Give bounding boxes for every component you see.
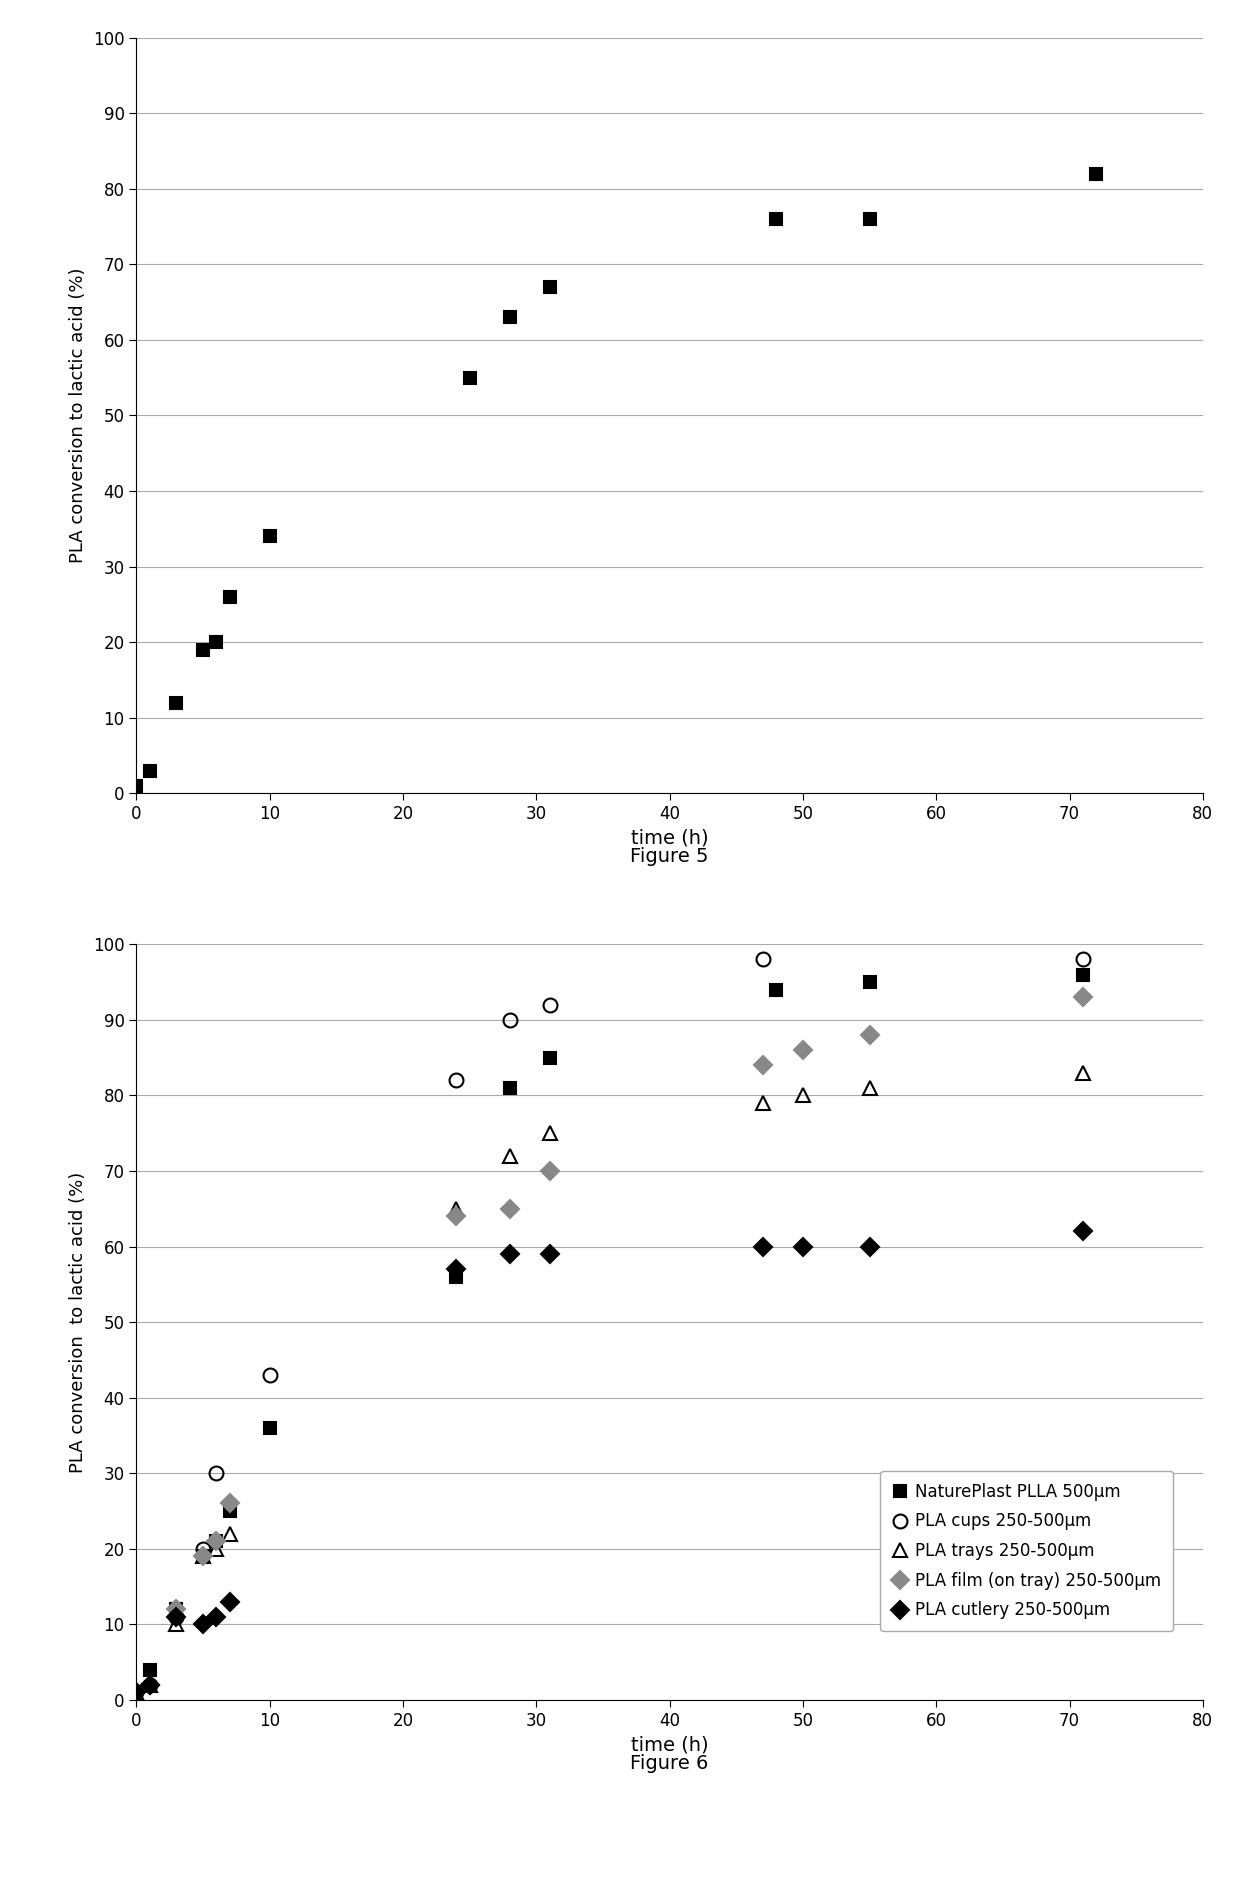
PLA film (on tray) 250-500μm (795, 1039, 810, 1062)
Line: PLA trays 250-500μm: PLA trays 250-500μm (129, 1066, 1090, 1699)
PLA cups 250-500μm (502, 1009, 517, 1032)
NaturePlast PLLA 500μm (449, 1266, 464, 1288)
PLA trays 250-500μm (196, 1545, 211, 1567)
NaturePlast PLLA 500μm (769, 979, 784, 1001)
PLA trays 250-500μm (1075, 1062, 1090, 1084)
X-axis label: time (h): time (h) (631, 828, 708, 847)
PLA film (on tray) 250-500μm (196, 1545, 211, 1567)
PLA cutlery 250-500μm (222, 1590, 237, 1613)
PLA cups 250-500μm (169, 1605, 184, 1628)
PLA trays 250-500μm (542, 1122, 557, 1145)
PLA film (on tray) 250-500μm (449, 1205, 464, 1228)
PLA trays 250-500μm (169, 1613, 184, 1635)
PLA film (on tray) 250-500μm (542, 1160, 557, 1183)
NaturePlast PLLA 500μm (1075, 964, 1090, 986)
PLA cups 250-500μm (129, 1680, 144, 1703)
PLA trays 250-500μm (795, 1084, 810, 1107)
Y-axis label: PLA conversion  to lactic acid (%): PLA conversion to lactic acid (%) (69, 1171, 87, 1473)
PLA cutlery 250-500μm (862, 1235, 877, 1258)
PLA cups 250-500μm (143, 1673, 157, 1696)
NaturePlast PLLA 500μm (862, 971, 877, 994)
PLA trays 250-500μm (755, 1092, 770, 1115)
NaturePlast PLLA 500μm (542, 1047, 557, 1069)
PLA film (on tray) 250-500μm (222, 1492, 237, 1514)
Line: PLA cups 250-500μm: PLA cups 250-500μm (129, 952, 1090, 1699)
Line: PLA cutlery 250-500μm: PLA cutlery 250-500μm (130, 1226, 1089, 1699)
PLA cups 250-500μm (263, 1364, 278, 1386)
NaturePlast PLLA 500μm (222, 1499, 237, 1522)
Line: NaturePlast PLLA 500μm: NaturePlast PLLA 500μm (130, 968, 1089, 1699)
PLA film (on tray) 250-500μm (143, 1673, 157, 1696)
Line: PLA film (on tray) 250-500μm: PLA film (on tray) 250-500μm (130, 990, 1089, 1699)
PLA cups 250-500μm (196, 1537, 211, 1560)
NaturePlast PLLA 500μm (196, 1545, 211, 1567)
PLA cutlery 250-500μm (502, 1243, 517, 1266)
PLA trays 250-500μm (222, 1522, 237, 1545)
Text: Figure 5: Figure 5 (630, 847, 709, 866)
PLA cups 250-500μm (542, 994, 557, 1017)
PLA cutlery 250-500μm (755, 1235, 770, 1258)
PLA cutlery 250-500μm (196, 1613, 211, 1635)
PLA trays 250-500μm (143, 1673, 157, 1696)
PLA cutlery 250-500μm (143, 1673, 157, 1696)
PLA cups 250-500μm (755, 949, 770, 971)
PLA cutlery 250-500μm (129, 1680, 144, 1703)
NaturePlast PLLA 500μm (143, 1658, 157, 1680)
PLA trays 250-500μm (862, 1077, 877, 1100)
PLA cutlery 250-500μm (795, 1235, 810, 1258)
PLA cups 250-500μm (1075, 949, 1090, 971)
PLA film (on tray) 250-500μm (169, 1597, 184, 1620)
PLA cutlery 250-500μm (208, 1605, 223, 1628)
PLA trays 250-500μm (449, 1198, 464, 1220)
PLA trays 250-500μm (129, 1680, 144, 1703)
PLA cutlery 250-500μm (542, 1243, 557, 1266)
PLA cups 250-500μm (208, 1462, 223, 1484)
PLA trays 250-500μm (208, 1537, 223, 1560)
NaturePlast PLLA 500μm (208, 1530, 223, 1552)
PLA film (on tray) 250-500μm (208, 1530, 223, 1552)
NaturePlast PLLA 500μm (502, 1077, 517, 1100)
PLA film (on tray) 250-500μm (1075, 986, 1090, 1009)
PLA film (on tray) 250-500μm (502, 1198, 517, 1220)
X-axis label: time (h): time (h) (631, 1735, 708, 1754)
NaturePlast PLLA 500μm (129, 1680, 144, 1703)
PLA cutlery 250-500μm (449, 1258, 464, 1281)
PLA cutlery 250-500μm (169, 1605, 184, 1628)
PLA film (on tray) 250-500μm (862, 1024, 877, 1047)
Text: Figure 6: Figure 6 (630, 1754, 709, 1773)
NaturePlast PLLA 500μm (169, 1597, 184, 1620)
PLA film (on tray) 250-500μm (129, 1680, 144, 1703)
NaturePlast PLLA 500μm (263, 1416, 278, 1439)
PLA cups 250-500μm (449, 1069, 464, 1092)
PLA cutlery 250-500μm (1075, 1220, 1090, 1243)
PLA trays 250-500μm (502, 1145, 517, 1167)
Y-axis label: PLA conversion to lactic acid (%): PLA conversion to lactic acid (%) (69, 268, 87, 564)
Legend: NaturePlast PLLA 500μm, PLA cups 250-500μm, PLA trays 250-500μm, PLA film (on tr: NaturePlast PLLA 500μm, PLA cups 250-500… (880, 1471, 1173, 1631)
PLA film (on tray) 250-500μm (755, 1054, 770, 1077)
